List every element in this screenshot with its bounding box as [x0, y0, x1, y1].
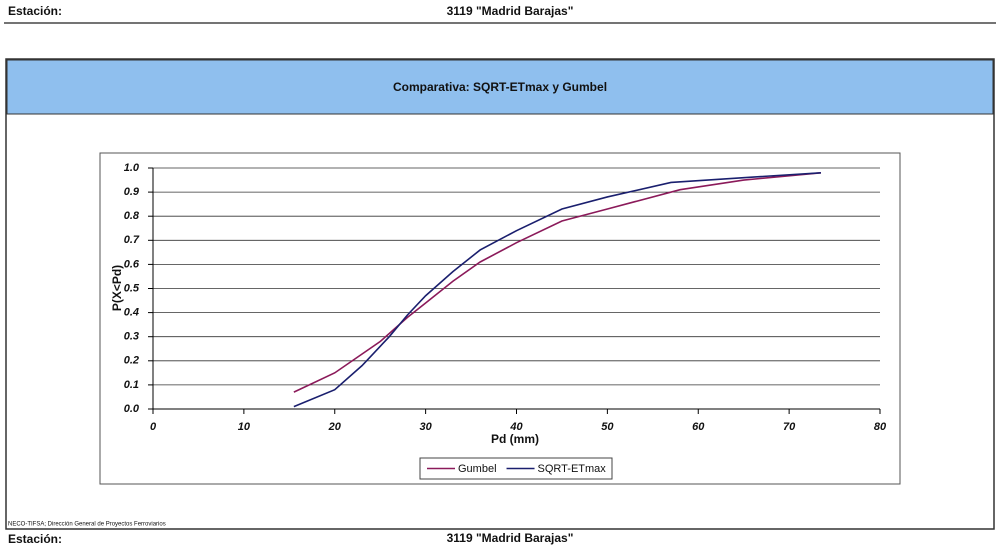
x-tick-label: 60	[692, 421, 705, 433]
y-tick-label: 0.2	[124, 355, 139, 367]
station-name: 3119 "Madrid Barajas"	[447, 531, 574, 545]
station-label: Estación:	[8, 4, 62, 18]
y-tick-label: 1.0	[124, 162, 140, 174]
y-tick-label: 0.6	[124, 258, 140, 270]
credit: NECO-TIFSA; Dirección General de Proyect…	[8, 522, 166, 528]
x-tick-label: 10	[238, 421, 251, 433]
y-tick-label: 0.4	[124, 307, 139, 319]
x-axis-label: Pd (mm)	[491, 432, 539, 446]
chart-header	[6, 59, 994, 115]
legend-label: SQRT-ETmax	[538, 463, 607, 475]
y-axis-label: P(X<Pd)	[110, 265, 124, 311]
x-tick-label: 30	[420, 421, 433, 433]
series-line	[293, 172, 822, 393]
y-tick-label: 0.7	[124, 234, 140, 246]
y-tick-label: 0.8	[124, 210, 140, 222]
station-label: Estación:	[8, 532, 62, 546]
legend-label: Gumbel	[458, 463, 497, 475]
series-line	[293, 172, 821, 408]
y-tick-label: 0.1	[124, 379, 139, 391]
x-tick-label: 70	[783, 421, 796, 433]
x-tick-label: 80	[874, 421, 887, 433]
y-tick-label: 0.0	[124, 403, 140, 415]
chart-title: Comparativa: SQRT-ETmax y Gumbel	[393, 80, 607, 94]
y-tick-label: 0.5	[124, 282, 140, 294]
x-tick-label: 40	[509, 421, 523, 433]
x-tick-label: 20	[328, 421, 342, 433]
station-name: 3119 "Madrid Barajas"	[447, 4, 574, 18]
y-tick-label: 0.3	[124, 331, 139, 343]
x-tick-label: 50	[601, 421, 614, 433]
y-tick-label: 0.9	[124, 186, 140, 198]
chart-frame	[99, 152, 901, 485]
plot: 0.0 0.1 0.2 0.3 0.4 0.5 0.6 0.7 0.8 0.9 1.0 0 10 20 30…	[124, 162, 887, 480]
x-tick-label: 0	[150, 421, 157, 433]
